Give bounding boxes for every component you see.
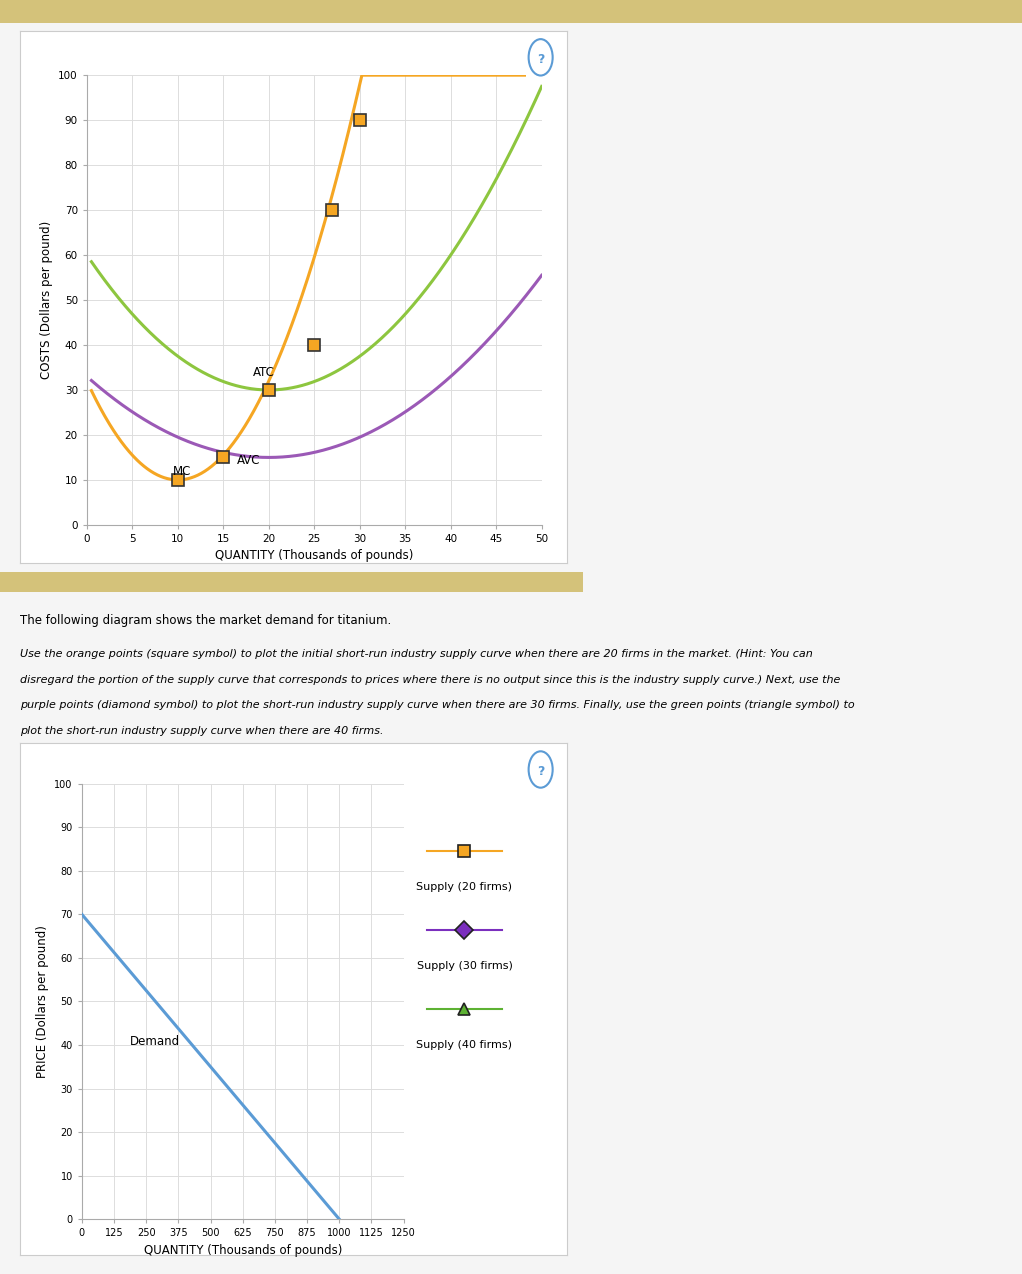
Text: Supply (20 firms): Supply (20 firms) (416, 882, 512, 892)
X-axis label: QUANTITY (Thousands of pounds): QUANTITY (Thousands of pounds) (215, 549, 414, 563)
Text: AVC: AVC (237, 454, 261, 468)
Text: ATC: ATC (252, 367, 274, 380)
Text: Supply (30 firms): Supply (30 firms) (417, 961, 512, 971)
Y-axis label: PRICE (Dollars per pound): PRICE (Dollars per pound) (36, 925, 49, 1078)
Text: Use the orange points (square symbol) to plot the initial short-run industry sup: Use the orange points (square symbol) to… (20, 650, 814, 660)
X-axis label: QUANTITY (Thousands of pounds): QUANTITY (Thousands of pounds) (143, 1243, 342, 1257)
Text: disregard the portion of the supply curve that corresponds to prices where there: disregard the portion of the supply curv… (20, 675, 841, 685)
Y-axis label: COSTS (Dollars per pound): COSTS (Dollars per pound) (40, 220, 53, 380)
Text: MC: MC (174, 465, 192, 479)
Text: Demand: Demand (130, 1034, 180, 1049)
Text: The following diagram shows the market demand for titanium.: The following diagram shows the market d… (20, 614, 391, 627)
Text: ?: ? (537, 766, 545, 778)
Text: plot the short-run industry supply curve when there are 40 firms.: plot the short-run industry supply curve… (20, 726, 384, 736)
Text: ?: ? (537, 54, 545, 66)
Text: Supply (40 firms): Supply (40 firms) (416, 1040, 512, 1050)
Text: purple points (diamond symbol) to plot the short-run industry supply curve when : purple points (diamond symbol) to plot t… (20, 701, 855, 711)
